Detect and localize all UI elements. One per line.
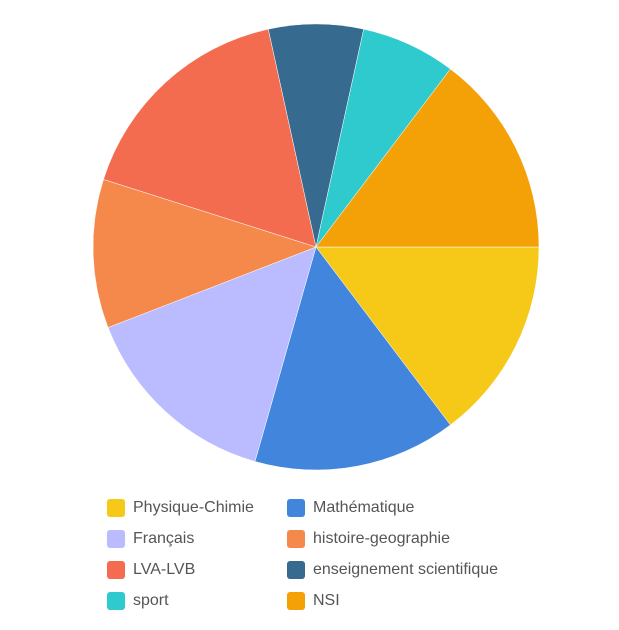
legend-item[interactable]: Mathématique [287, 497, 547, 519]
legend-label: sport [133, 592, 169, 609]
pie-slice-histoire-geographie[interactable] [92, 179, 317, 328]
legend-label: Mathématique [313, 499, 415, 516]
pie-slice-lva-lvb[interactable] [103, 28, 317, 248]
legend-swatch [287, 530, 305, 548]
legend-swatch [107, 530, 125, 548]
legend-item[interactable]: histoire-geographie [287, 528, 547, 550]
legend-swatch [107, 561, 125, 579]
legend-label: Français [133, 530, 195, 547]
legend-swatch [287, 592, 305, 610]
legend-label: Physique-Chimie [133, 499, 254, 516]
legend-swatch [287, 499, 305, 517]
legend-swatch [287, 561, 305, 579]
legend-swatch [107, 592, 125, 610]
legend-item[interactable]: Français [107, 528, 287, 550]
legend-item[interactable]: sport [107, 590, 287, 612]
legend-label: LVA-LVB [133, 561, 196, 578]
legend-item[interactable]: enseignement scientifique [287, 559, 547, 581]
legend-swatch [107, 499, 125, 517]
pie-slice-math-matique[interactable] [254, 246, 451, 471]
pie-slice-nsi[interactable] [315, 68, 540, 248]
legend-label: histoire-geographie [313, 530, 450, 547]
legend-item[interactable]: Physique-Chimie [107, 497, 287, 519]
pie-slice-physique-chimie[interactable] [315, 246, 540, 426]
pie-chart [92, 23, 540, 471]
pie-slice-fran-ais[interactable] [107, 246, 317, 462]
legend-label: enseignement scientifique [313, 561, 499, 578]
chart-legend: Physique-Chimie Mathématique Français histo… [107, 497, 547, 612]
legend-item[interactable]: NSI [287, 590, 547, 612]
legend-item[interactable]: LVA-LVB [107, 559, 287, 581]
legend-label: NSI [313, 592, 340, 609]
